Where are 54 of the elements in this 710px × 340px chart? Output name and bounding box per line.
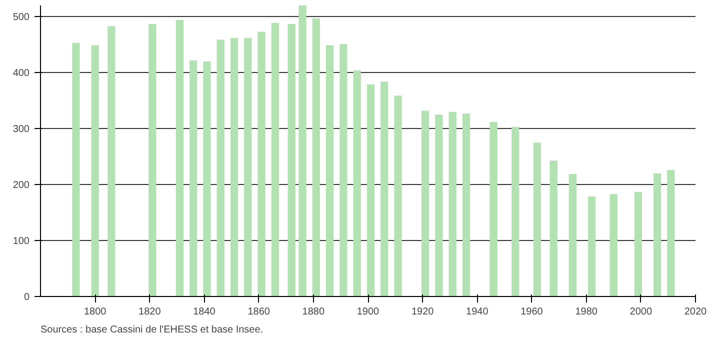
source-note: Sources : base Cassini de l'EHESS et base Insee. [40, 324, 264, 336]
y-tick-label: 500 [12, 12, 30, 24]
bar [435, 114, 443, 296]
bar [72, 42, 80, 296]
x-tick-label: 2000 [630, 306, 652, 318]
bar [634, 192, 642, 296]
x-tick-label: 1960 [520, 306, 544, 318]
y-tick-label: 100 [12, 236, 30, 248]
bar [148, 24, 156, 296]
x-tick-label: 1840 [193, 306, 216, 318]
bar [258, 32, 266, 296]
bar [512, 126, 520, 296]
y-tick-label: 200 [12, 180, 30, 192]
y-tick-label: 400 [12, 68, 30, 80]
bar [490, 122, 498, 296]
bar [176, 20, 184, 296]
bar [421, 110, 430, 296]
bar [244, 38, 252, 296]
bar [568, 174, 577, 296]
bar [353, 70, 361, 296]
x-tick-label: 1900 [356, 306, 380, 318]
bar [610, 194, 618, 296]
bar [550, 160, 558, 296]
bar [216, 40, 224, 296]
bar [298, 6, 306, 296]
x-tick-label: 1800 [84, 306, 107, 318]
bar [312, 18, 320, 296]
bar [203, 61, 211, 296]
bar [588, 196, 596, 296]
bar [108, 26, 116, 296]
bar [230, 38, 238, 296]
x-tick-label: 2020 [684, 306, 708, 318]
bar [340, 44, 348, 296]
y-tick-label: 300 [12, 124, 30, 136]
bar [288, 24, 296, 296]
y-tick-label: 0 [24, 292, 30, 303]
x-tick-label: 1940 [466, 306, 489, 318]
bar [190, 60, 198, 296]
bar [326, 45, 334, 296]
bar [667, 170, 675, 296]
bar [91, 45, 99, 296]
bar [394, 96, 402, 296]
bar [448, 112, 456, 296]
x-tick-label: 1980 [575, 306, 598, 318]
x-tick-label: 1880 [302, 306, 325, 318]
bar [653, 173, 662, 296]
x-tick-label: 1820 [138, 306, 162, 318]
bar [462, 114, 470, 296]
bar [366, 84, 375, 296]
bar [533, 142, 542, 296]
x-tick-label: 1920 [411, 306, 434, 318]
bar [380, 82, 388, 296]
bar [271, 22, 280, 296]
x-tick-label: 1860 [248, 306, 270, 318]
